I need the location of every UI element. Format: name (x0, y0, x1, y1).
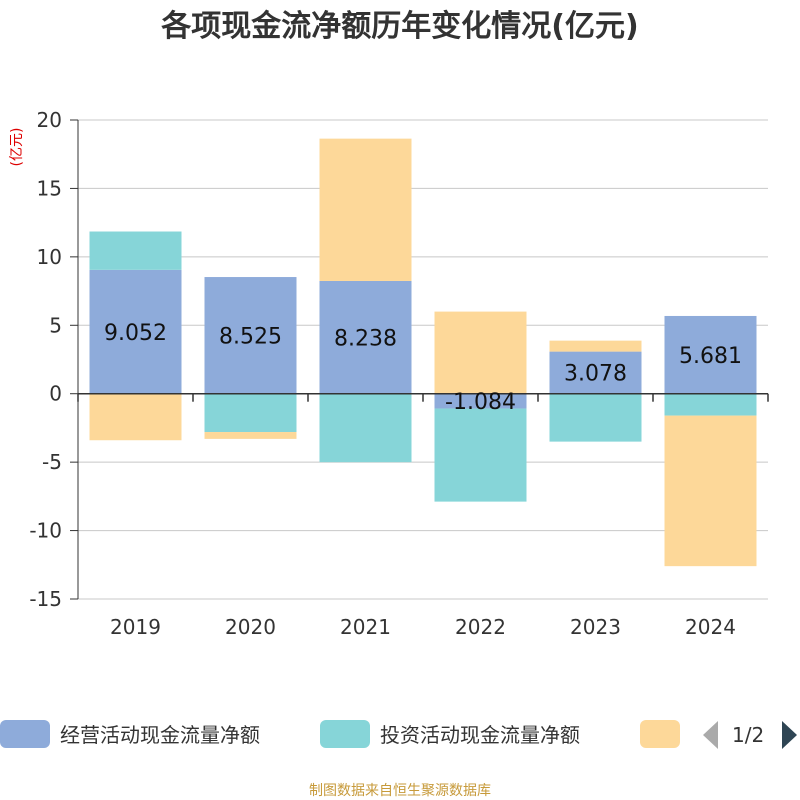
y-tick-label: -5 (42, 450, 62, 474)
bar-segment-series-0 (434, 393, 527, 409)
bar-segment-series-1 (664, 393, 757, 416)
data-label: 8.238 (334, 326, 397, 351)
y-tick-label: 0 (49, 382, 62, 406)
legend-swatch-operating[interactable] (0, 720, 50, 748)
y-axis-unit: (亿元) (9, 128, 25, 167)
legend-page-indicator: 1/2 (732, 723, 764, 747)
legend-next-page-icon[interactable] (782, 721, 797, 749)
source-note: 制图数据来自恒生聚源数据库 (309, 783, 491, 799)
zero-axis (77, 392, 769, 402)
bar-segment-series-1 (434, 408, 527, 502)
x-tick-label: 2019 (110, 615, 161, 639)
data-label: 3.078 (564, 362, 627, 387)
bar-segment-series-1 (89, 231, 182, 270)
data-label: 9.052 (104, 321, 167, 346)
x-axis-ticks: 2019 2020 2021 2022 2023 2024 (110, 615, 736, 639)
y-tick-label: -15 (29, 587, 62, 611)
bar-segment-series-2 (319, 138, 412, 281)
bar-segment-series-0 (549, 351, 642, 394)
y-tick-label: 10 (37, 245, 62, 269)
bar-segment-series-2 (549, 340, 642, 352)
bars (89, 138, 757, 567)
data-label: -1.084 (445, 390, 516, 415)
legend-swatch-financing[interactable] (640, 720, 680, 748)
y-tick-label: 20 (37, 108, 62, 132)
data-label: 8.525 (219, 324, 282, 349)
legend-label-operating[interactable]: 经营活动现金流量净额 (60, 723, 260, 747)
y-axis-ticks: 20 15 10 5 0 -5 -10 -15 (29, 108, 79, 611)
legend-label-investing[interactable]: 投资活动现金流量净额 (380, 723, 580, 747)
bar-segment-series-1 (549, 393, 642, 442)
bar-segment-series-2 (664, 415, 757, 567)
x-tick-label: 2021 (340, 615, 391, 639)
x-tick-label: 2024 (685, 615, 736, 639)
bar-segment-series-0 (204, 277, 297, 394)
y-tick-label: -10 (29, 519, 62, 543)
y-tick-label: 5 (49, 313, 62, 337)
bar-segment-series-2 (434, 311, 527, 394)
bar-segment-series-0 (664, 315, 757, 394)
bar-segment-series-0 (89, 269, 182, 394)
x-tick-label: 2020 (225, 615, 276, 639)
x-tick-label: 2022 (455, 615, 506, 639)
bar-segment-series-0 (319, 280, 412, 394)
data-label: 5.681 (679, 344, 742, 369)
chart-title: 各项现金流净额历年变化情况(亿元) (160, 9, 638, 44)
legend-swatch-investing[interactable] (320, 720, 370, 748)
data-labels: 9.052 8.525 8.238 -1.084 3.078 5.681 (104, 321, 742, 415)
legend-prev-page-icon[interactable] (703, 721, 718, 749)
bar-segment-series-2 (204, 432, 297, 439)
legend: 经营活动现金流量净额 投资活动现金流量净额 1/2 (0, 720, 797, 749)
x-tick-label: 2023 (570, 615, 621, 639)
bar-segment-series-1 (319, 393, 412, 463)
bar-segment-series-1 (204, 393, 297, 433)
y-tick-label: 15 (37, 176, 62, 200)
bar-segment-series-2 (89, 393, 182, 441)
